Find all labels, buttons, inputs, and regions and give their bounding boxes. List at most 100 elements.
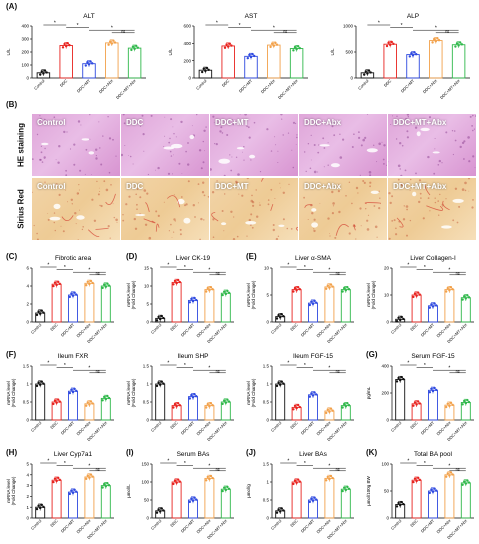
data-point	[445, 475, 448, 478]
data-point	[86, 61, 89, 64]
data-point	[104, 285, 108, 288]
x-tick-label: DDC	[49, 420, 59, 430]
data-point	[402, 317, 405, 321]
y-axis-label: U/L	[168, 48, 173, 56]
data-point	[433, 302, 436, 305]
data-point	[315, 301, 318, 304]
significance-label: *	[167, 459, 169, 465]
significance-label: *	[304, 363, 306, 369]
data-point	[208, 405, 211, 408]
y-axis-label: μmol/100g BW	[366, 475, 371, 505]
data-point	[155, 384, 159, 388]
significance-label: *	[47, 361, 49, 367]
bar	[171, 281, 182, 323]
significance-label: *	[167, 263, 169, 269]
y-axis-label: U/L	[330, 48, 335, 56]
data-point	[328, 410, 331, 413]
data-point	[461, 403, 464, 406]
data-point	[449, 286, 453, 289]
data-point	[70, 292, 73, 295]
x-tick-label: DDC+MT	[420, 518, 436, 534]
data-point	[400, 376, 403, 379]
bar	[275, 383, 286, 421]
data-point	[463, 399, 466, 403]
chart-liver-bas: Liver BAs μmol/g 0 0.5 1 1.5 Control DDC DDC+MT D…	[246, 451, 354, 540]
data-point	[226, 485, 229, 489]
tissue-texture	[32, 114, 117, 176]
chart-ast: AST U/L 0 200 400 600 Control DDC DDC+MT DDC+Abx D…	[168, 13, 308, 100]
x-tick-label: DDC+MT+Abx	[439, 78, 461, 100]
data-point	[209, 286, 213, 289]
data-point	[457, 44, 460, 47]
data-point	[331, 409, 334, 412]
significance-label: *	[328, 464, 330, 470]
data-point	[466, 479, 469, 482]
data-point	[75, 293, 78, 296]
data-point	[109, 40, 112, 43]
data-point	[277, 313, 280, 317]
data-point	[343, 286, 346, 290]
bar	[220, 292, 231, 323]
data-point	[402, 502, 405, 506]
data-point	[58, 478, 61, 482]
significance-label: ns	[96, 271, 100, 275]
data-point	[467, 296, 471, 299]
data-point	[104, 485, 108, 488]
data-point	[160, 507, 163, 510]
bar	[59, 45, 73, 79]
data-point	[35, 384, 39, 388]
data-point	[430, 387, 433, 390]
x-tick-label: DDC+Abx	[75, 322, 91, 338]
y-tick-label: 500	[345, 50, 353, 55]
data-point	[249, 55, 253, 59]
tissue-texture	[388, 178, 474, 240]
data-point	[52, 402, 55, 406]
data-point	[275, 317, 279, 320]
data-point	[428, 390, 431, 394]
data-point	[328, 286, 331, 289]
y-tick-label: 0	[26, 320, 29, 325]
data-point	[58, 400, 61, 403]
x-tick-label: DDC	[59, 78, 69, 88]
y-tick-label: 50	[144, 498, 150, 503]
data-point	[73, 387, 76, 391]
y-tick-label: 200	[183, 58, 191, 63]
data-point	[40, 503, 43, 507]
data-point	[206, 402, 209, 406]
data-point	[397, 501, 400, 505]
data-point	[413, 292, 417, 295]
x-tick-label: Control	[357, 78, 370, 91]
data-point	[172, 283, 175, 286]
significance-label: *	[54, 21, 56, 27]
significance-label: *	[407, 263, 409, 269]
data-point	[66, 42, 69, 45]
x-tick-label: Control	[270, 420, 283, 433]
data-point	[159, 317, 162, 321]
x-tick-label: DDC+MT	[76, 78, 92, 94]
x-tick-label: DDC+MT	[420, 420, 436, 436]
data-point	[177, 478, 180, 481]
x-tick-label: DDC+Abx	[195, 518, 211, 534]
data-point	[271, 42, 274, 45]
data-point	[73, 488, 76, 492]
data-point	[88, 403, 91, 406]
data-point	[411, 54, 415, 57]
data-point	[293, 479, 297, 482]
chart-title: ALP	[407, 13, 419, 20]
x-tick-label: Control	[390, 322, 403, 335]
data-point	[275, 511, 279, 514]
significance-label: *	[184, 363, 186, 369]
data-point	[402, 377, 405, 381]
y-tick-label: 0	[386, 418, 389, 423]
data-point	[57, 398, 60, 401]
data-point	[310, 497, 313, 500]
histology-panel: HE staining Sirius Red Control DDC DDC+M…	[14, 112, 476, 240]
data-point	[89, 400, 93, 403]
data-point	[57, 476, 60, 480]
significance-label: ns	[336, 271, 340, 275]
x-tick-label: DDC+MT	[300, 518, 316, 534]
data-point	[415, 294, 418, 297]
data-point	[279, 316, 282, 319]
he-tile-control: Control	[32, 114, 120, 176]
data-point	[298, 480, 301, 483]
